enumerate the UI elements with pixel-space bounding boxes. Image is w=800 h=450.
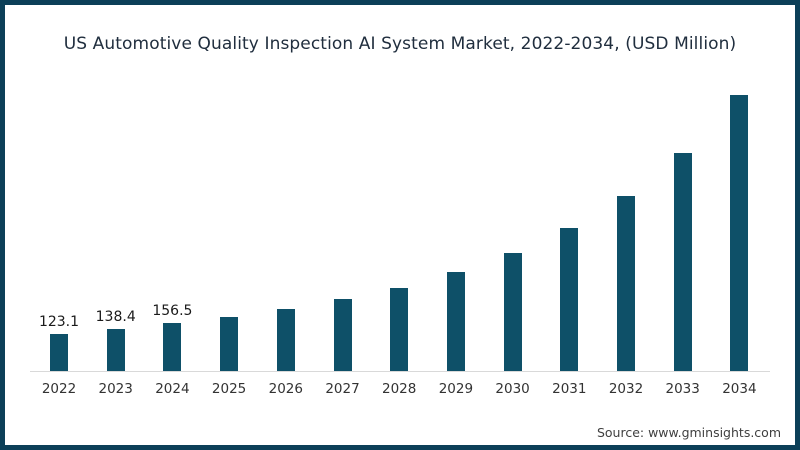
bar-2027 — [333, 299, 352, 371]
x-tick-label-2027: 2027 — [325, 381, 360, 397]
x-tick-label-2029: 2029 — [438, 381, 474, 397]
x-axis-line — [30, 371, 770, 372]
plot-area: 123.1 2022 138.4 2023 156.5 2024 2025 2026 2027 2… — [5, 5, 795, 445]
source-credit: Source: www.gminsights.com — [596, 425, 781, 440]
bar-value-label-2024: 156.5 — [152, 303, 193, 319]
bar-2026 — [276, 309, 295, 371]
x-tick-label-2026: 2026 — [268, 381, 303, 397]
bar-2028 — [390, 288, 409, 371]
bar-2031 — [560, 228, 579, 371]
chart-title: US Automotive Quality Inspection AI Syst… — [63, 34, 737, 54]
bar-value-label-2022: 123.1 — [38, 314, 80, 330]
x-tick-label-2023: 2023 — [98, 381, 133, 397]
bar-value-label-2023: 138.4 — [95, 309, 136, 325]
x-tick-label-2032: 2032 — [608, 381, 644, 397]
bar-2033 — [673, 153, 692, 371]
x-tick-label-2033: 2033 — [665, 381, 700, 397]
bar-2029 — [446, 272, 465, 371]
bar-2023 — [106, 329, 125, 371]
bar-2025 — [220, 317, 239, 371]
x-tick-label-2031: 2031 — [552, 381, 587, 397]
x-tick-label-2030: 2030 — [495, 381, 530, 397]
bar-2024 — [163, 323, 182, 371]
x-tick-label-2022: 2022 — [41, 381, 77, 397]
x-tick-label-2024: 2024 — [155, 381, 190, 397]
x-tick-label-2025: 2025 — [211, 381, 247, 397]
bar-2022 — [50, 334, 68, 371]
bar-2034 — [730, 95, 749, 371]
x-tick-label-2028: 2028 — [382, 381, 417, 397]
x-tick-label-2034: 2034 — [722, 381, 757, 397]
bar-2032 — [617, 196, 635, 371]
bar-2030 — [503, 253, 522, 371]
